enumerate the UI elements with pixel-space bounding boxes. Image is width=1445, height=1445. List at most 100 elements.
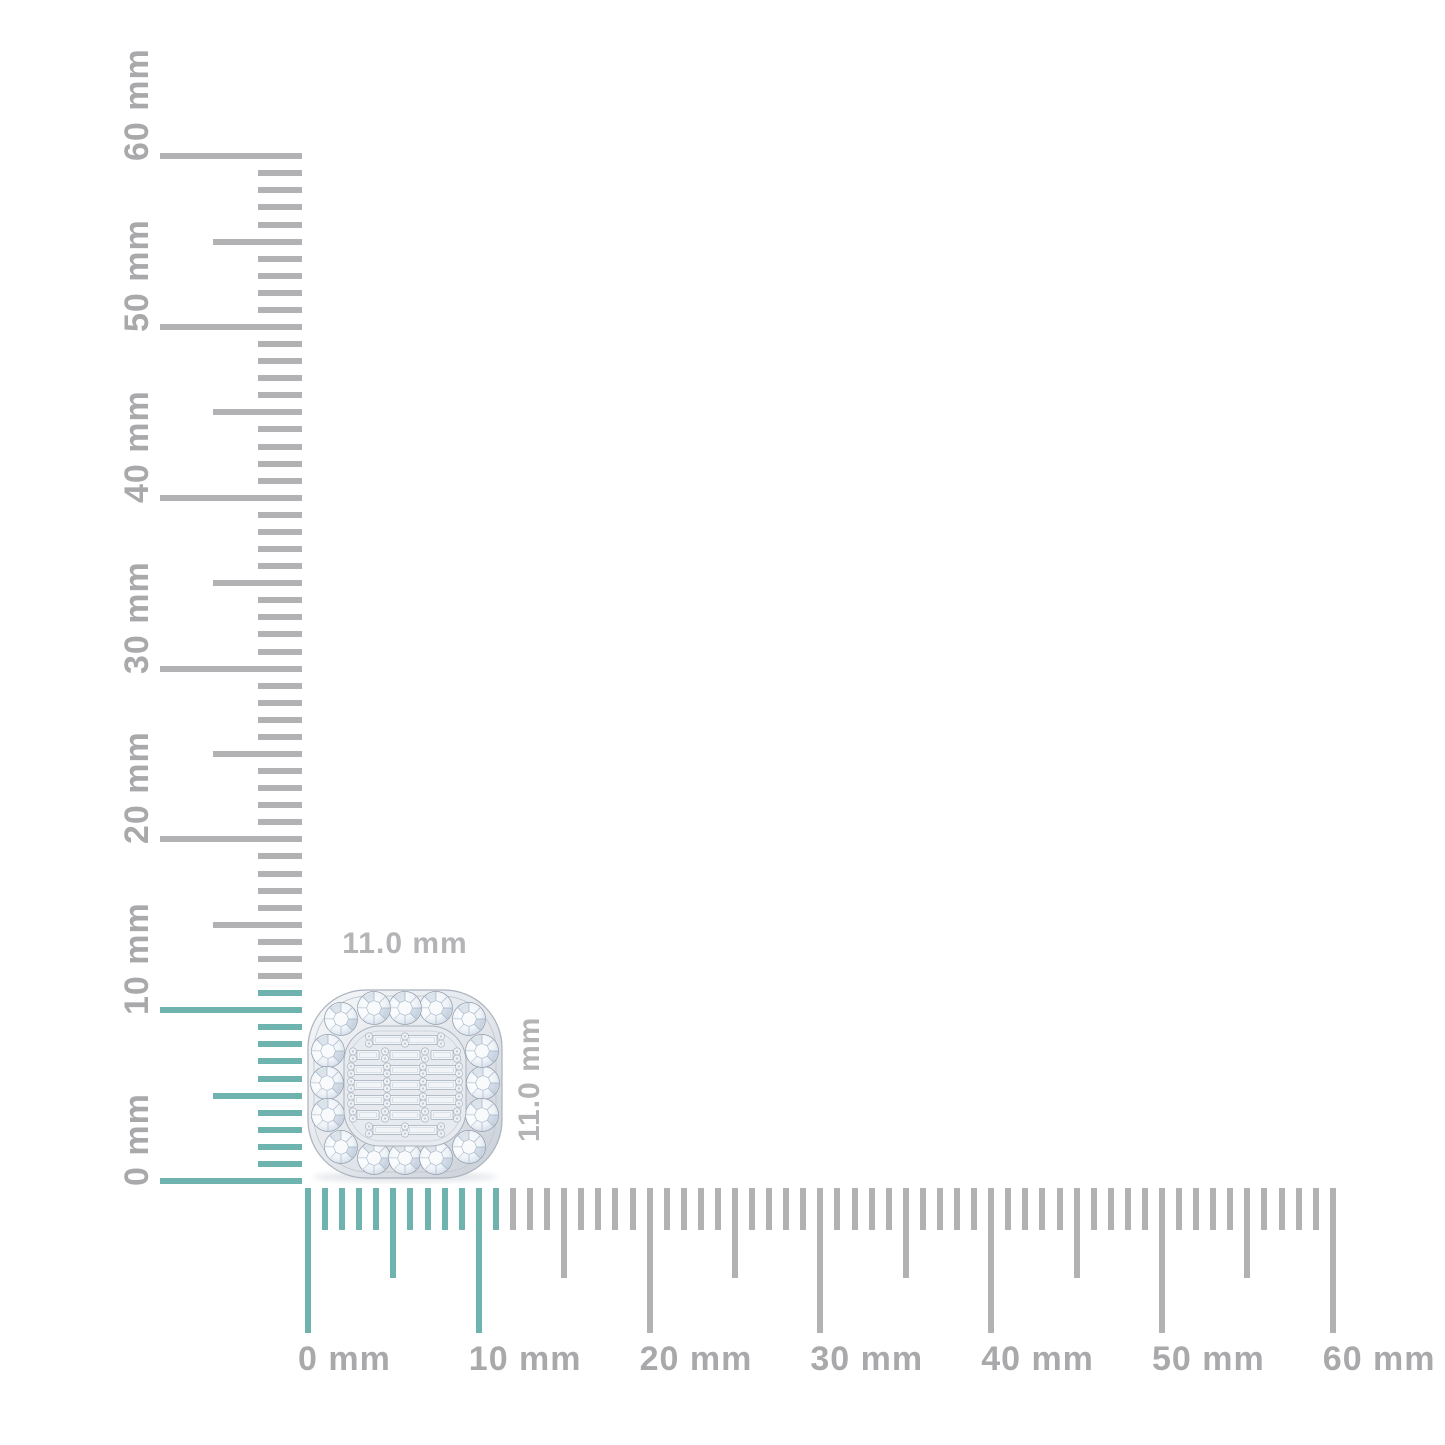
vertical-ruler-tick-51mm [258,306,302,313]
horizontal-ruler-tick-44mm [1056,1188,1063,1230]
vertical-ruler-tick-48mm [258,358,302,365]
vertical-ruler-tick-42mm [258,460,302,467]
vertical-ruler-tick-58mm [258,187,302,194]
vertical-ruler-tick-14mm [258,938,302,945]
horizontal-ruler-tick-55mm [1244,1188,1251,1278]
vertical-ruler-tick-43mm [258,443,302,450]
vertical-ruler-tick-53mm [258,272,302,279]
vertical-ruler-tick-35mm [213,580,302,587]
horizontal-ruler-tick-42mm [1022,1188,1029,1230]
horizontal-ruler-tick-10mm [475,1188,482,1333]
horizontal-ruler-tick-0mm [305,1188,311,1333]
horizontal-ruler-tick-53mm [1210,1188,1217,1230]
horizontal-ruler-tick-49mm [1141,1188,1148,1230]
vertical-ruler-tick-23mm [258,785,302,792]
vertical-ruler-tick-31mm [258,648,302,655]
vertical-ruler-tick-11mm [258,990,302,997]
vertical-ruler-tick-21mm [258,819,302,826]
vertical-ruler-label-0mm: 0 mm [118,1093,156,1186]
vertical-ruler-tick-45mm [213,409,302,416]
horizontal-ruler-tick-46mm [1090,1188,1097,1230]
horizontal-ruler-tick-40mm [988,1188,995,1333]
horizontal-ruler-tick-4mm [373,1188,380,1230]
object-height-label: 11.0 mm [513,1016,546,1142]
vertical-ruler-tick-0mm [160,1178,302,1184]
vertical-ruler-label-20mm: 20 mm [118,731,156,845]
vertical-ruler-tick-46mm [258,392,302,399]
vertical-ruler-tick-49mm [258,341,302,348]
horizontal-ruler-tick-29mm [800,1188,807,1230]
vertical-ruler-tick-27mm [258,716,302,723]
horizontal-ruler-label-60mm: 60 mm [1322,1340,1436,1378]
vertical-ruler-tick-7mm [258,1058,302,1065]
horizontal-ruler-tick-24mm [714,1188,721,1230]
horizontal-ruler-tick-52mm [1193,1188,1200,1230]
horizontal-ruler-tick-47mm [1107,1188,1114,1230]
vertical-ruler-tick-52mm [258,289,302,296]
horizontal-ruler-tick-30mm [817,1188,824,1333]
vertical-ruler-tick-55mm [213,238,302,245]
horizontal-ruler-tick-11mm [492,1188,499,1230]
horizontal-ruler-tick-31mm [834,1188,841,1230]
horizontal-ruler-tick-1mm [322,1188,329,1230]
vertical-ruler-tick-18mm [258,870,302,877]
horizontal-ruler-tick-15mm [561,1188,568,1278]
vertical-ruler-label-40mm: 40 mm [118,390,156,503]
horizontal-ruler-tick-16mm [578,1188,585,1230]
horizontal-ruler-tick-21mm [663,1188,670,1230]
vertical-ruler-label-50mm: 50 mm [118,219,156,332]
horizontal-ruler-tick-54mm [1227,1188,1234,1230]
vertical-ruler-tick-29mm [258,682,302,689]
horizontal-ruler-tick-37mm [936,1188,943,1230]
vertical-ruler-tick-40mm [160,494,302,501]
horizontal-ruler-tick-33mm [868,1188,875,1230]
diamond-stud-graphic [307,989,503,1182]
horizontal-ruler-tick-8mm [441,1188,448,1230]
vertical-ruler-tick-59mm [258,170,302,177]
vertical-ruler-tick-4mm [258,1109,302,1116]
horizontal-ruler-label-30mm: 30 mm [810,1340,924,1378]
horizontal-ruler-tick-39mm [971,1188,978,1230]
vertical-ruler-tick-6mm [258,1075,302,1082]
vertical-ruler-tick-12mm [258,973,302,980]
horizontal-ruler-label-20mm: 20 mm [639,1340,753,1378]
vertical-ruler-tick-16mm [258,904,302,911]
horizontal-ruler-tick-35mm [902,1188,909,1278]
horizontal-ruler-tick-58mm [1295,1188,1302,1230]
vertical-ruler-tick-9mm [258,1024,302,1031]
horizontal-ruler-tick-12mm [509,1188,516,1230]
vertical-ruler-tick-17mm [258,887,302,894]
horizontal-ruler-tick-17mm [595,1188,602,1230]
vertical-ruler-tick-20mm [160,836,302,843]
horizontal-ruler-tick-23mm [697,1188,704,1230]
vertical-ruler-tick-24mm [258,768,302,775]
horizontal-ruler-tick-19mm [629,1188,636,1230]
horizontal-ruler-tick-48mm [1124,1188,1131,1230]
horizontal-ruler-tick-20mm [646,1188,653,1333]
vertical-ruler-tick-56mm [258,221,302,228]
horizontal-ruler-tick-7mm [424,1188,431,1230]
vertical-ruler-tick-32mm [258,631,302,638]
vertical-ruler-tick-39mm [258,511,302,518]
horizontal-ruler-tick-9mm [458,1188,465,1230]
vertical-ruler-tick-30mm [160,665,302,672]
horizontal-ruler-tick-28mm [783,1188,790,1230]
vertical-ruler-tick-19mm [258,853,302,860]
vertical-ruler-tick-3mm [258,1126,302,1133]
vertical-ruler-tick-54mm [258,255,302,262]
horizontal-ruler-tick-5mm [390,1188,397,1278]
vertical-ruler-tick-34mm [258,597,302,604]
horizontal-ruler-tick-14mm [544,1188,551,1230]
horizontal-ruler-label-10mm: 10 mm [468,1340,582,1378]
vertical-ruler-tick-37mm [258,546,302,553]
horizontal-ruler-tick-27mm [766,1188,773,1230]
horizontal-ruler-tick-56mm [1261,1188,1268,1230]
vertical-ruler-tick-60mm [160,153,302,160]
horizontal-ruler-tick-22mm [680,1188,687,1230]
horizontal-ruler-tick-2mm [339,1188,346,1230]
horizontal-ruler-label-40mm: 40 mm [981,1340,1094,1378]
vertical-ruler-tick-25mm [213,751,302,757]
horizontal-ruler-tick-41mm [1005,1188,1012,1230]
object-width-label: 11.0 mm [342,927,468,960]
